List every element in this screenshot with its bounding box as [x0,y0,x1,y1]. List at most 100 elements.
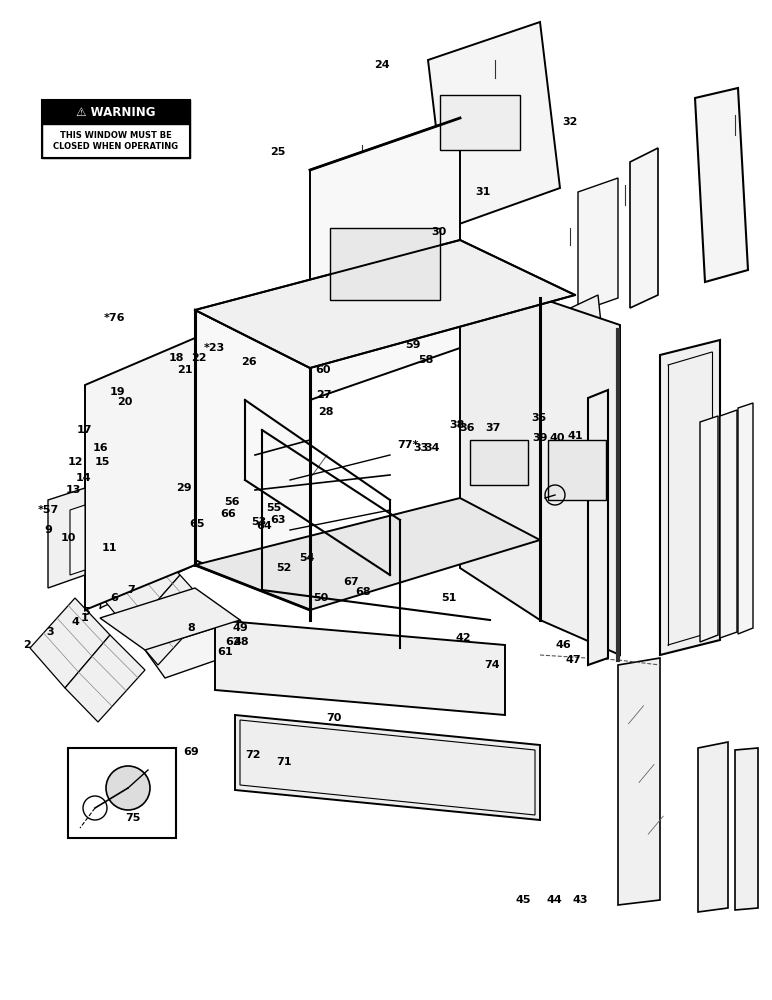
Polygon shape [30,598,110,688]
Text: 70: 70 [326,713,341,723]
Text: 29: 29 [176,483,191,493]
Text: 4: 4 [72,617,80,627]
Polygon shape [738,403,753,634]
Text: 65: 65 [189,519,205,529]
Polygon shape [130,575,210,665]
Text: 74: 74 [485,660,500,670]
Text: *57: *57 [37,505,59,515]
Polygon shape [540,298,620,655]
Text: 10: 10 [60,533,76,543]
Polygon shape [460,240,540,620]
Text: 60: 60 [315,365,330,375]
Text: 31: 31 [475,187,490,197]
Polygon shape [195,498,540,610]
Text: 8: 8 [188,623,195,633]
Text: 33: 33 [413,443,428,453]
Text: 72: 72 [245,750,261,760]
Text: 63: 63 [270,515,286,525]
Text: 22: 22 [191,353,207,363]
Text: 11: 11 [102,543,117,553]
Text: 32: 32 [562,117,577,127]
Polygon shape [660,340,720,655]
Polygon shape [440,95,520,150]
Polygon shape [100,588,240,650]
Polygon shape [588,390,608,665]
Text: 51: 51 [442,593,457,603]
Polygon shape [310,118,460,400]
Text: 71: 71 [276,757,292,767]
Polygon shape [195,240,575,368]
Text: 40: 40 [550,433,565,443]
Text: 62: 62 [225,637,241,647]
Polygon shape [698,742,728,912]
Polygon shape [545,295,615,478]
Text: 67: 67 [344,577,359,587]
Text: 34: 34 [425,443,440,453]
Text: 69: 69 [184,747,199,757]
Text: 55: 55 [266,503,282,513]
Polygon shape [720,410,737,638]
Text: 14: 14 [76,473,91,483]
Text: 38: 38 [449,420,465,430]
Polygon shape [735,748,758,910]
Polygon shape [330,228,440,300]
Text: 6: 6 [110,593,118,603]
Polygon shape [548,440,606,500]
Text: 1: 1 [81,613,89,623]
Polygon shape [618,658,660,905]
Text: 58: 58 [418,355,434,365]
Text: 53: 53 [251,517,266,527]
Text: 44: 44 [547,895,562,905]
Polygon shape [578,178,618,312]
Text: 25: 25 [270,147,286,157]
Text: 49: 49 [233,623,249,633]
Text: 37: 37 [485,423,500,433]
Polygon shape [630,148,658,308]
Text: 7: 7 [127,585,135,595]
Polygon shape [700,416,718,642]
Text: 39: 39 [533,433,548,443]
Polygon shape [42,100,190,124]
Text: 47: 47 [565,655,581,665]
Text: THIS WINDOW MUST BE
CLOSED WHEN OPERATING: THIS WINDOW MUST BE CLOSED WHEN OPERATIN… [53,131,178,151]
Text: 52: 52 [276,563,292,573]
Text: 3: 3 [46,627,54,637]
Text: 5: 5 [83,607,90,617]
Text: 66: 66 [220,509,235,519]
Polygon shape [100,540,180,632]
Text: 41: 41 [567,431,583,441]
Text: 26: 26 [241,357,256,367]
Polygon shape [145,620,260,678]
Text: 9: 9 [45,525,52,535]
Text: 21: 21 [178,365,193,375]
Text: 2: 2 [23,640,31,650]
Text: *76: *76 [103,313,125,323]
Text: 64: 64 [256,521,272,531]
Text: 15: 15 [94,457,110,467]
Text: 12: 12 [68,457,83,467]
Text: 24: 24 [374,60,390,70]
Polygon shape [235,715,540,820]
Polygon shape [85,338,195,610]
Text: 35: 35 [531,413,547,423]
Text: 19: 19 [110,387,125,397]
Polygon shape [470,440,528,485]
Text: 28: 28 [318,407,334,417]
Polygon shape [70,505,85,575]
Text: 36: 36 [459,423,475,433]
Text: 75: 75 [125,813,141,823]
Text: 46: 46 [556,640,571,650]
Text: 18: 18 [168,353,184,363]
Circle shape [106,766,150,810]
Polygon shape [195,310,310,610]
Text: 54: 54 [300,553,315,563]
Polygon shape [65,635,145,722]
Text: 30: 30 [431,227,446,237]
Polygon shape [428,22,560,228]
Polygon shape [68,748,176,838]
Text: 56: 56 [224,497,239,507]
Text: 50: 50 [313,593,328,603]
Polygon shape [215,620,505,715]
Text: 61: 61 [218,647,233,657]
Polygon shape [48,488,85,588]
